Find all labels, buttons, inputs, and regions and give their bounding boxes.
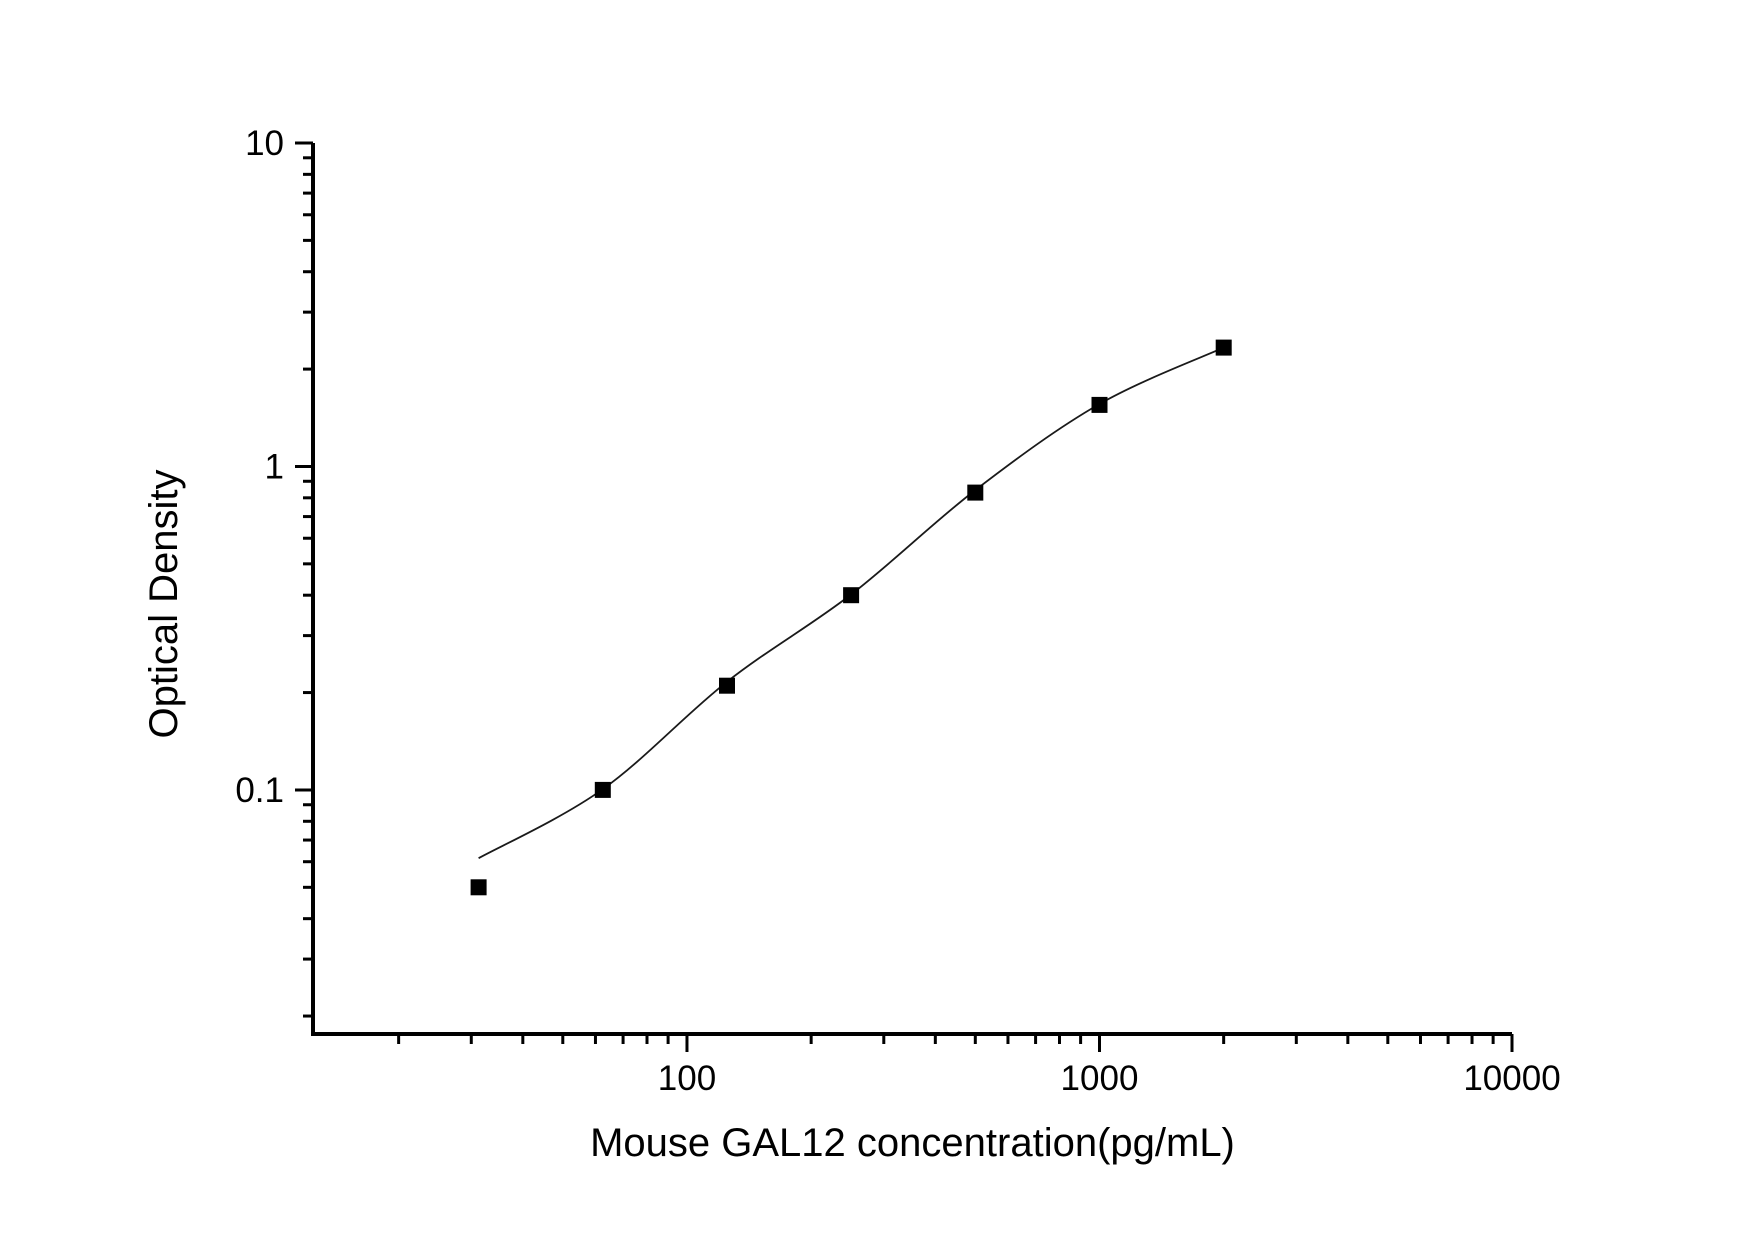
x-axis-tick-label: 100 bbox=[658, 1059, 716, 1098]
x-axis-title: Mouse GAL12 concentration(pg/mL) bbox=[590, 1121, 1235, 1165]
axis-lines bbox=[311, 143, 1512, 1036]
data-point-marker bbox=[967, 484, 984, 501]
data-point-marker bbox=[470, 879, 487, 896]
y-axis-title: Optical Density bbox=[142, 469, 186, 739]
x-axis-tick-label: 1000 bbox=[1061, 1059, 1139, 1098]
x-axis-tick-label: 10000 bbox=[1463, 1059, 1560, 1098]
y-axis-tick-label: 0.1 bbox=[235, 771, 284, 810]
data-point-marker bbox=[843, 587, 860, 604]
data-point-marker bbox=[719, 677, 735, 694]
y-axis-tick-label: 10 bbox=[245, 124, 284, 163]
y-axis-tick-label: 1 bbox=[265, 447, 284, 486]
data-point-marker bbox=[1091, 396, 1108, 413]
data-point-marker bbox=[594, 781, 611, 798]
data-point-marker bbox=[1215, 339, 1232, 356]
